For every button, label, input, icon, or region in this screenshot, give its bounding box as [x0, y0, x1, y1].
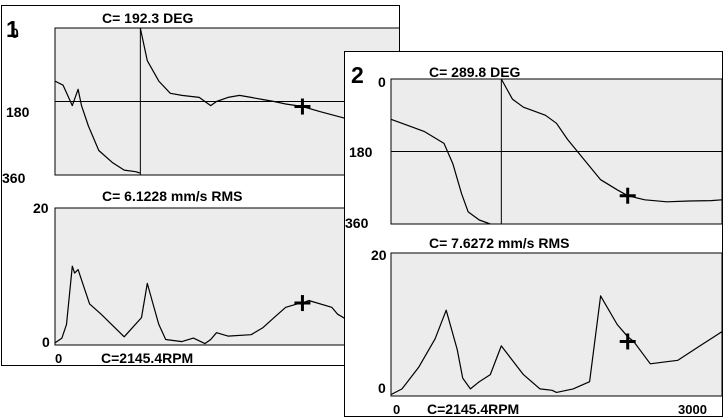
bode-plot-panel-2: 2 C= 289.8 DEG 0 180 360 C= 7.6272 mm/s RMS 20… — [344, 51, 723, 417]
amplitude-header: C= 7.6272 mm/s RMS — [429, 235, 569, 251]
phase-tick-label: 180 — [6, 104, 30, 120]
phase-tick-label: 360 — [345, 215, 369, 231]
amplitude-plot-area — [54, 207, 399, 346]
bode-plot-2-svg: 2 C= 289.8 DEG 0 180 360 C= 7.6272 mm/s RMS 20… — [345, 62, 722, 416]
x-axis-start-label: 0 — [55, 351, 62, 365]
phase-tick-label: 360 — [2, 170, 26, 186]
x-axis-end-label: 3000 — [678, 402, 707, 416]
rpm-header: C=2145.4RPM — [101, 350, 193, 365]
phase-curve — [390, 78, 722, 225]
phase-header: C= 289.8 DEG — [429, 64, 521, 80]
x-axis-start-label: 0 — [393, 402, 400, 416]
phase-tick-label: 0 — [378, 74, 386, 90]
panel-number: 2 — [351, 62, 364, 88]
phase-tick-label: 180 — [349, 144, 373, 160]
rpm-header: C=2145.4RPM — [427, 401, 519, 416]
phase-tick-label: 0 — [11, 25, 19, 41]
panel-number: 1 — [6, 16, 19, 42]
bode-plot-panel-1: 1 C= 192.3 DEG 0 180 360 C= 6.1228 mm/s RMS 20… — [1, 5, 400, 366]
amplitude-tick-label: 20 — [371, 247, 387, 263]
phase-header: C= 192.3 DEG — [102, 10, 194, 26]
amplitude-tick-label: 0 — [378, 380, 386, 396]
amplitude-curve — [54, 265, 396, 345]
amplitude-plot-area — [390, 252, 722, 397]
amplitude-tick-label: 0 — [42, 334, 50, 350]
amplitude-tick-label: 20 — [33, 200, 49, 216]
phase-curve — [54, 27, 396, 174]
amplitude-curve — [390, 295, 722, 396]
amplitude-header: C= 6.1228 mm/s RMS — [102, 188, 242, 204]
